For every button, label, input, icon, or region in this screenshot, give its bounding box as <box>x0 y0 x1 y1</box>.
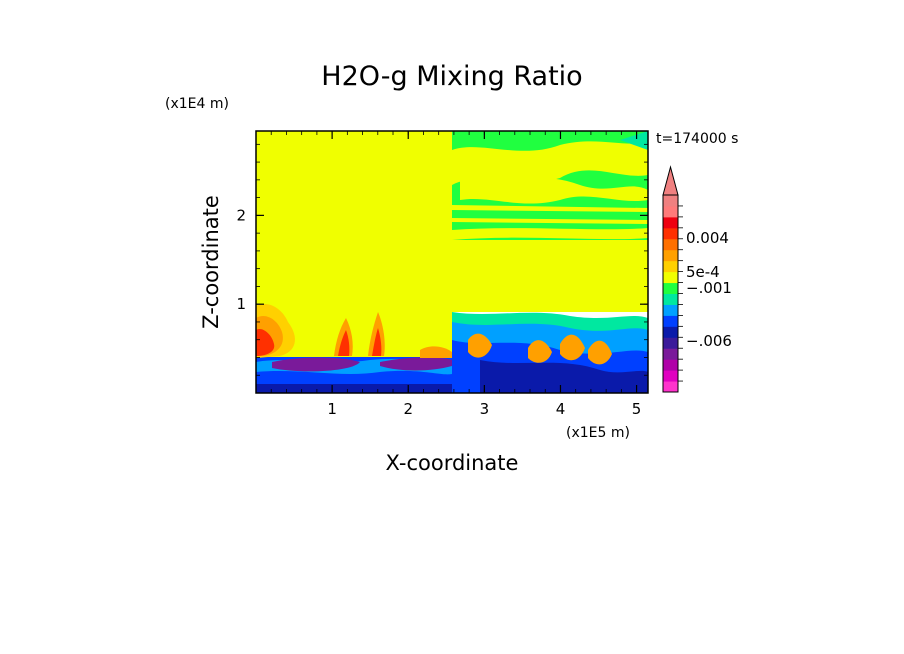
colorbar-swatch <box>663 304 678 316</box>
x-tick-label: 1 <box>327 400 337 418</box>
colorbar-swatch <box>663 337 678 349</box>
y-axis: 12 <box>236 143 648 376</box>
x-scale-label: (x1E5 m) <box>566 425 630 441</box>
colorbar-swatch <box>663 271 678 284</box>
colorbar-swatch <box>663 249 678 262</box>
colorbar-label-1: 5e-4 <box>686 263 720 281</box>
y-scale-label: (x1E4 m) <box>165 96 229 112</box>
colorbar-swatch <box>663 195 678 207</box>
colorbar-label-2: −.001 <box>686 279 732 297</box>
colorbar-labels: 0.004 5e-4 −.001 −.006 <box>686 229 732 350</box>
colorbar-swatch <box>663 326 678 338</box>
time-label: t=174000 s <box>656 131 738 147</box>
x-axis-label: X-coordinate <box>386 451 519 475</box>
colorbar-label-0: 0.004 <box>686 229 729 247</box>
y-tick-label: 1 <box>236 295 246 313</box>
y-axis-label: Z-coordinate <box>199 195 223 329</box>
x-tick-label: 5 <box>632 400 642 418</box>
colorbar-swatch <box>663 348 678 360</box>
colorbar-swatch <box>663 205 678 218</box>
colorbar-swatch <box>663 359 678 371</box>
plot-frame <box>255 130 649 394</box>
colorbar-extend-arrow <box>662 165 679 196</box>
chart-title: H2O-g Mixing Ratio <box>321 61 582 92</box>
x-tick-label: 2 <box>403 400 413 418</box>
contour-field <box>256 131 648 393</box>
colorbar-swatch <box>663 315 678 327</box>
colorbar-swatch <box>663 260 678 273</box>
colorbar-swatch <box>663 370 678 382</box>
colorbar <box>662 165 683 393</box>
colorbar-swatch <box>663 293 678 305</box>
x-tick-label: 3 <box>480 400 490 418</box>
colorbar-swatch <box>663 381 678 393</box>
colorbar-swatch <box>663 238 678 251</box>
colorbar-swatch <box>663 282 678 294</box>
x-tick-label: 4 <box>556 400 566 418</box>
colorbar-swatch <box>663 216 678 229</box>
colorbar-label-3: −.006 <box>686 332 732 350</box>
colorbar-swatch <box>663 227 678 240</box>
x-axis: 1 2 3 4 5 <box>270 131 642 418</box>
y-tick-label: 2 <box>236 206 246 224</box>
